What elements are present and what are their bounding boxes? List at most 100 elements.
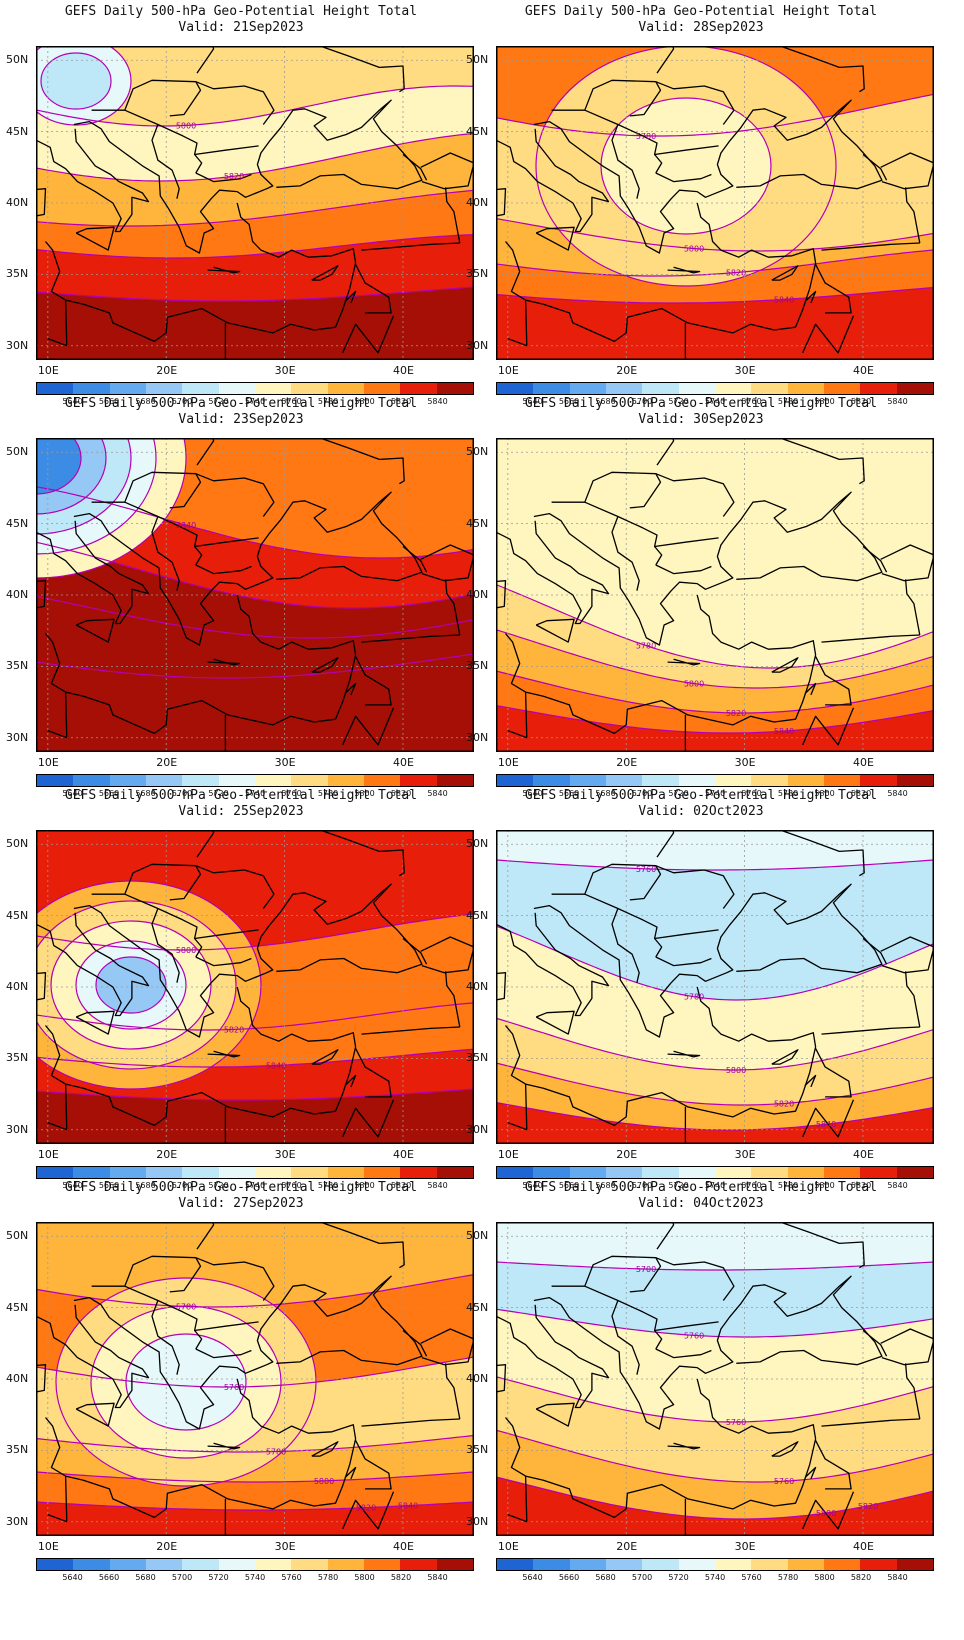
- map-frame: [36, 1222, 474, 1536]
- coastline-border: [667, 1442, 701, 1450]
- valid-date: Valid: 25Sep2023: [178, 804, 304, 819]
- contour-label: 5840: [266, 1061, 286, 1070]
- contour-line: [36, 1434, 474, 1453]
- contour-label: 5840: [774, 727, 794, 736]
- latitude-label: 45N: [6, 1300, 29, 1314]
- coastline-border: [802, 315, 855, 354]
- colorbar-label: 5660: [558, 1573, 580, 1582]
- coastline-border: [36, 1304, 150, 1409]
- fill-band: [496, 1102, 934, 1144]
- contour-line: [496, 1376, 934, 1423]
- coastline-border: [311, 265, 339, 281]
- colorbar-label: 5840: [887, 1181, 908, 1190]
- colorbar-label: 5800: [814, 789, 835, 798]
- colorbar-label: 5820: [390, 789, 412, 798]
- coastline-border: [344, 1074, 357, 1088]
- coastline-border: [342, 707, 395, 746]
- colorbar-label: 5780: [317, 1181, 339, 1190]
- coastline-border: [656, 1222, 675, 1250]
- colorbar-label: 5840: [427, 1181, 448, 1190]
- coastline-border: [196, 46, 215, 74]
- coastline-border: [667, 266, 701, 274]
- latitude-label: 35N: [6, 1051, 29, 1065]
- valid-date: Valid: 21Sep2023: [178, 20, 304, 35]
- colorbar-label: 5800: [354, 1573, 375, 1582]
- valid-date: Valid: 23Sep2023: [178, 412, 304, 427]
- contour-line: [496, 1017, 934, 1071]
- colorbar-label: 5700: [631, 1573, 653, 1582]
- colorbar-label: 5760: [741, 789, 762, 798]
- coastline-border: [47, 1084, 68, 1131]
- contour-label: 5780: [636, 132, 656, 141]
- map-panel: GEFS Daily 500-hPa Geo-Potential Height …: [460, 1176, 942, 1586]
- colorbar-label: 5760: [281, 1573, 302, 1582]
- coastline-border: [311, 1441, 339, 1457]
- colorbar-label: 5680: [135, 1573, 156, 1582]
- colorbar-label: 5800: [814, 397, 835, 406]
- colorbar-swatch: [569, 383, 606, 394]
- colorbar-label: 5740: [244, 397, 266, 406]
- coastline-border: [420, 1328, 474, 1366]
- coastline-border: [504, 1378, 817, 1519]
- coastline-border: [91, 1255, 202, 1293]
- longitude-label: 10E: [497, 1148, 519, 1161]
- colorbar-swatch: [218, 383, 255, 394]
- coastline-border: [36, 128, 150, 233]
- colorbar-label: 5720: [208, 1573, 229, 1582]
- colorbar-label: 5820: [390, 1573, 412, 1582]
- coastline-border: [611, 516, 640, 591]
- colorbar-swatch: [436, 1559, 473, 1570]
- coastline-border: [73, 99, 423, 254]
- longitude-label: 20E: [156, 1540, 178, 1553]
- coastline-border: [656, 46, 675, 74]
- colorbar-label: 5700: [171, 1573, 193, 1582]
- colorbar-swatch: [37, 383, 74, 394]
- colorbar-swatch: [497, 1559, 534, 1570]
- longitude-label: 40E: [852, 756, 874, 769]
- colorbar-swatch: [327, 1559, 364, 1570]
- contour-label: 5840: [816, 1120, 836, 1129]
- latitude-label: 45N: [6, 516, 29, 530]
- colorbar-swatch: [497, 383, 534, 394]
- colorbar-label: 5660: [558, 397, 580, 406]
- colorbar-swatch: [218, 1559, 255, 1570]
- colorbar-swatch: [254, 775, 292, 786]
- colorbar-label: 5700: [631, 397, 653, 406]
- latitude-label: 35N: [6, 659, 29, 673]
- latitude-label: 30N: [6, 338, 29, 352]
- contour-line: [36, 1471, 474, 1483]
- map-frame: [496, 438, 934, 752]
- coastline-border: [880, 1328, 934, 1366]
- contour-line: [496, 1476, 934, 1520]
- coastline-border: [444, 971, 461, 1028]
- coastline-border: [880, 152, 934, 190]
- coastline-border: [862, 153, 888, 181]
- colorbar-swatch: [605, 1559, 643, 1570]
- latitude-label: 35N: [466, 1051, 489, 1065]
- coastline-border: [821, 634, 920, 643]
- coastline-border: [551, 79, 662, 117]
- latitude-label: 40N: [466, 588, 489, 601]
- valid-date: Valid: 28Sep2023: [638, 20, 764, 35]
- colorbar-label: 5760: [281, 789, 302, 798]
- coastline-border: [496, 972, 507, 1001]
- coastline-border: [862, 545, 888, 573]
- latitude-label: 40N: [466, 980, 489, 993]
- panel-title: GEFS Daily 500-hPa Geo-Potential Height …: [524, 1180, 878, 1195]
- colorbar-label: 5740: [704, 397, 726, 406]
- contour-label: 5820: [726, 269, 746, 278]
- coastline-border: [535, 226, 575, 251]
- contour-line: [496, 704, 934, 734]
- latitude-label: 40N: [466, 1372, 489, 1385]
- colorbar-label: 5640: [522, 789, 543, 798]
- coastline-border: [207, 658, 241, 666]
- colorbar-swatch: [533, 383, 570, 394]
- coastline-border: [73, 491, 423, 646]
- contour-ring: [125, 1333, 247, 1431]
- coastline-border: [195, 1257, 275, 1301]
- coastline-border: [904, 971, 921, 1028]
- coastline-border: [420, 936, 474, 974]
- coastline-border: [533, 1275, 883, 1430]
- contour-line: [496, 93, 934, 137]
- colorbar-swatch: [751, 383, 788, 394]
